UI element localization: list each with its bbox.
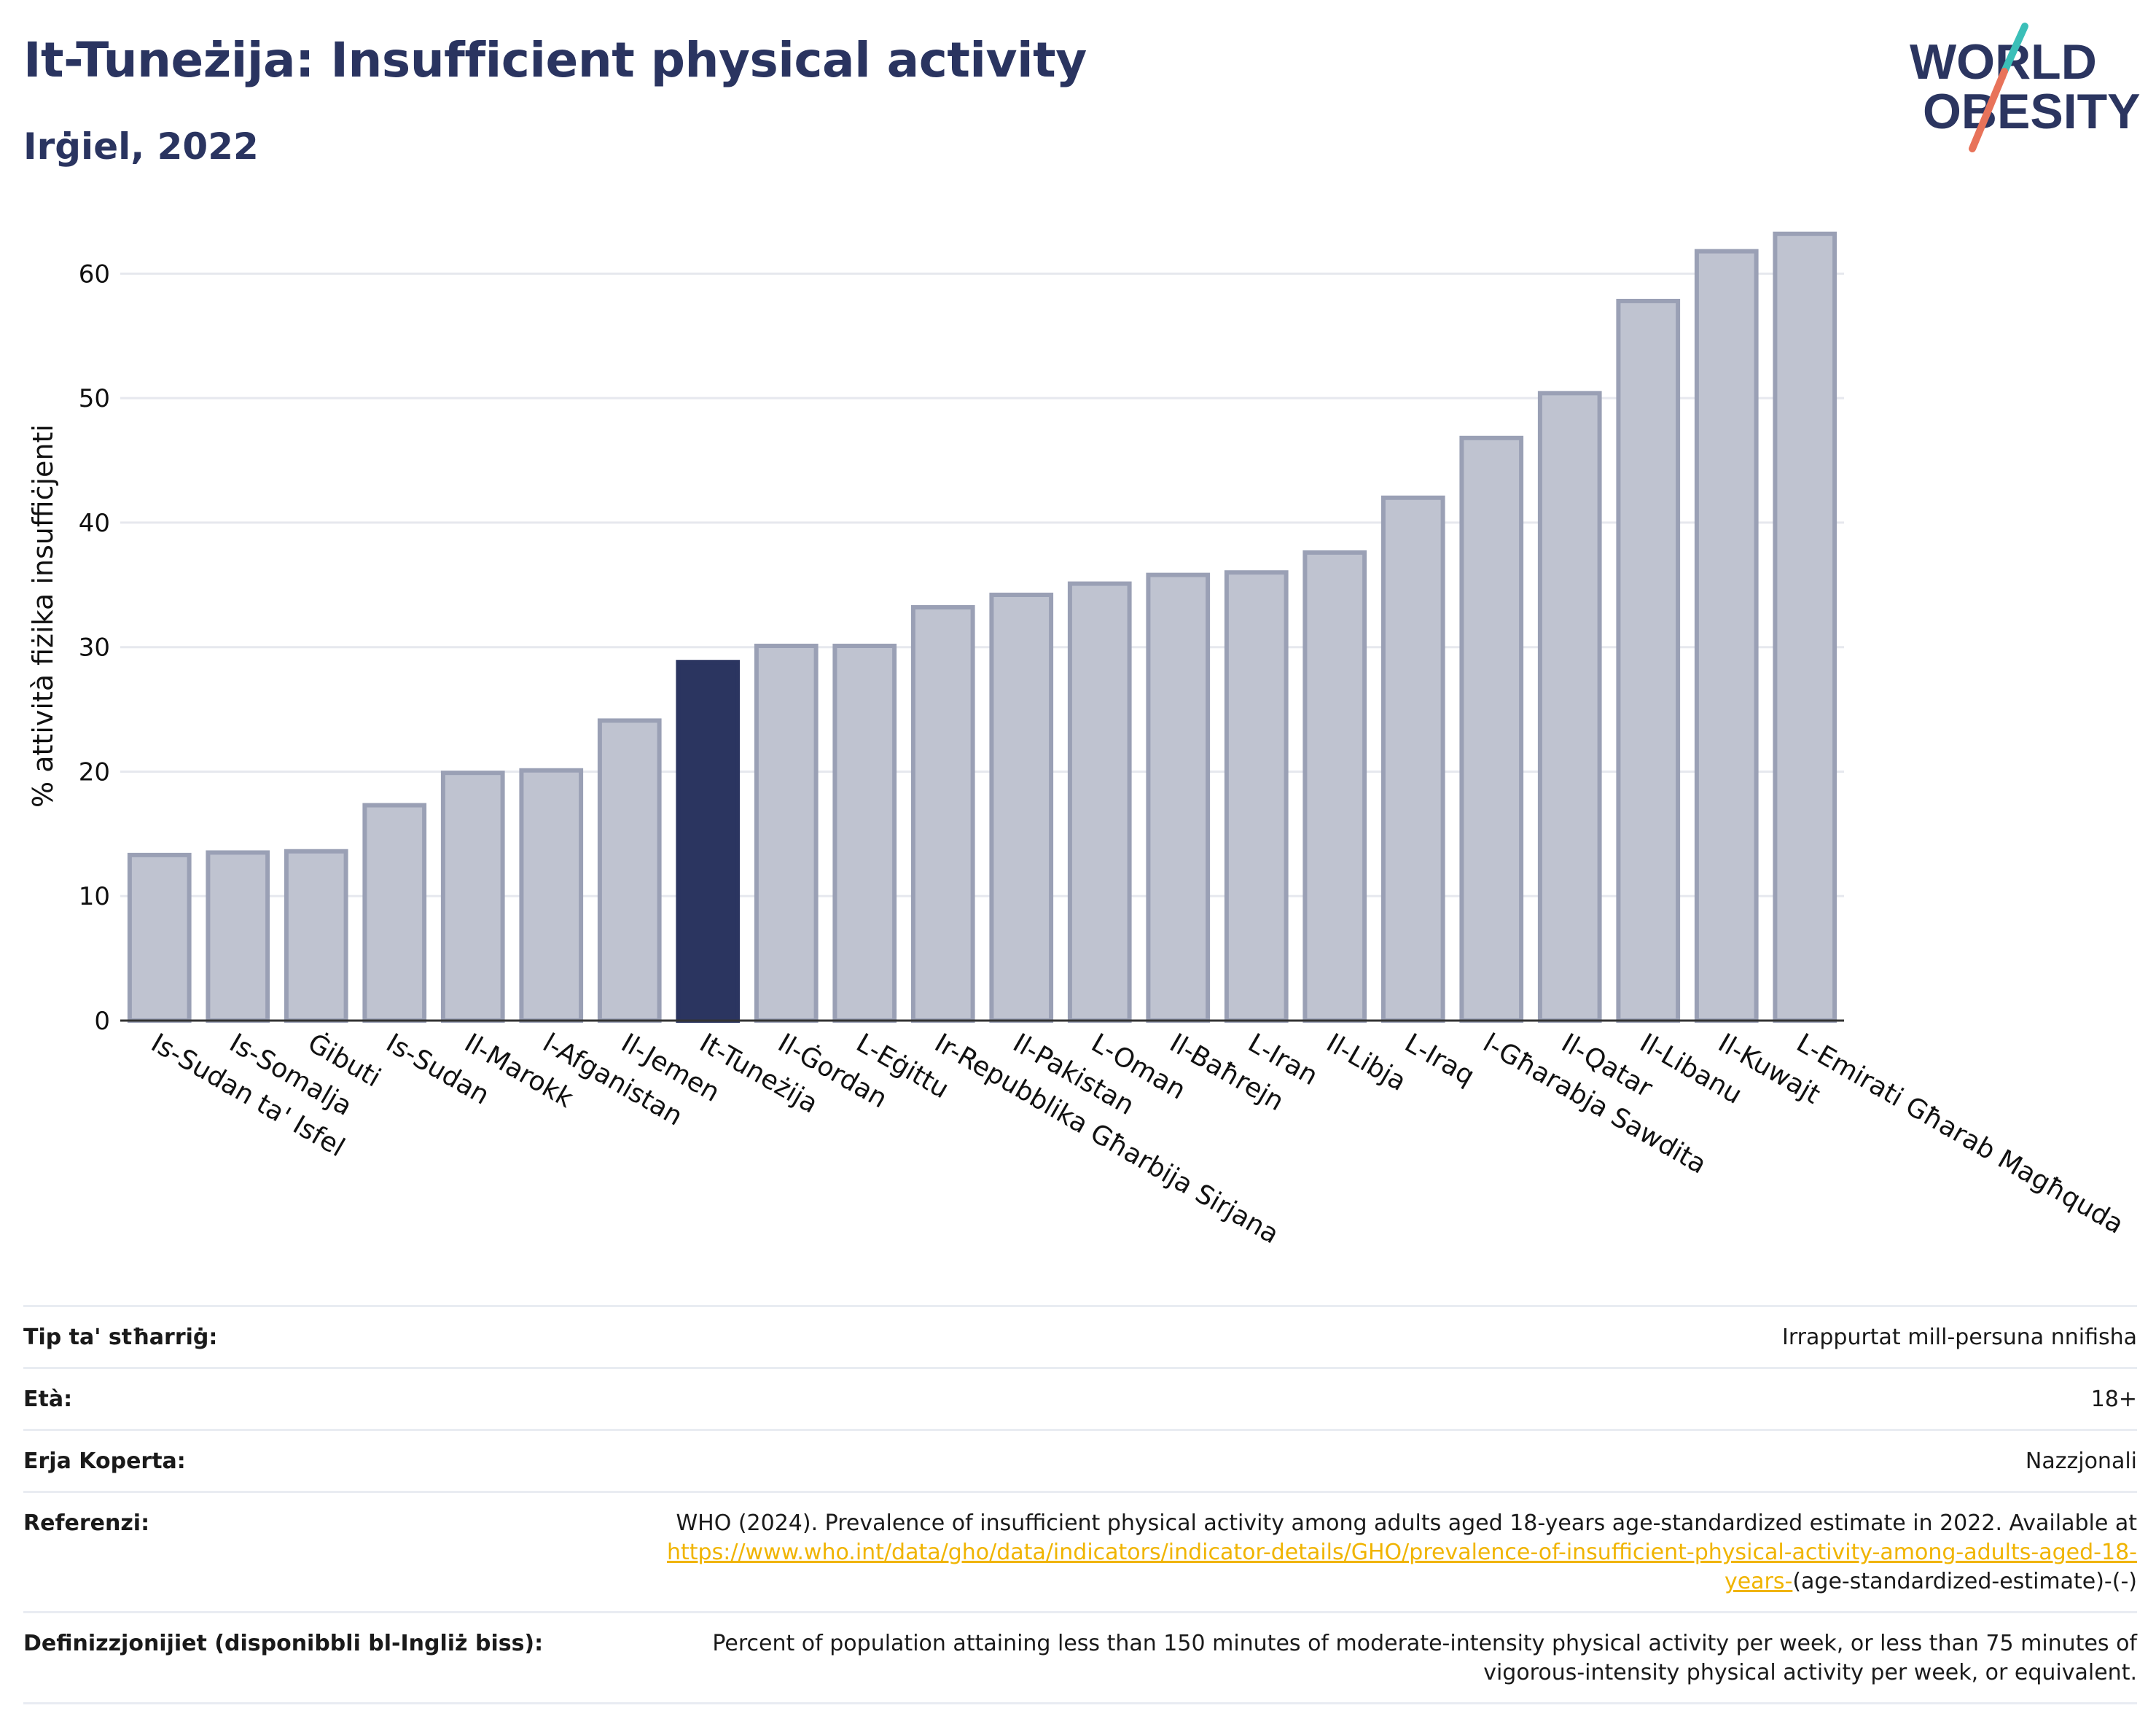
meta-value: Nazzjonali xyxy=(2026,1447,2137,1476)
meta-value-text: Nazzjonali xyxy=(2025,1449,2137,1474)
bar-chart: 0 10 20 30 40 50 60 Is-Sudan ta' IsfelIs-Somal… xyxy=(27,231,2128,1250)
y-tick-label: 0 xyxy=(94,1007,110,1036)
bar xyxy=(519,768,584,1024)
bar xyxy=(1380,495,1445,1023)
meta-label: Erja Koperta: xyxy=(23,1449,186,1474)
bar xyxy=(440,771,505,1023)
y-axis-label: % attività fiżika insuffiċjenti xyxy=(27,424,59,808)
meta-value: 18+ xyxy=(2091,1385,2137,1414)
meta-row: Età: 18+ xyxy=(23,1367,2137,1429)
meta-label: Età: xyxy=(23,1387,73,1412)
meta-value-text: Irrappurtat mill-persuna nnifisha xyxy=(1781,1325,2137,1350)
x-tick-label: L-Emirati Għarab Magħquda xyxy=(1792,1028,2128,1240)
y-tick-label: 30 xyxy=(79,633,110,663)
bar xyxy=(1067,581,1132,1023)
bar xyxy=(597,718,662,1023)
meta-value: WHO (2024). Prevalence of insufficient p… xyxy=(606,1509,2137,1596)
meta-value-suffix: (age-standardized-estimate)-(-) xyxy=(1792,1569,2137,1594)
x-axis-labels: Is-Sudan ta' IsfelIs-SomaljaĠibutiIs-Sud… xyxy=(146,1027,2128,1249)
y-tick-label: 40 xyxy=(79,509,110,538)
meta-label: Tip ta' stħarriġ: xyxy=(23,1325,218,1350)
metadata-table: Tip ta' stħarriġ: Irrappurtat mill-persun… xyxy=(23,1305,2137,1704)
bar xyxy=(676,660,741,1024)
meta-row: Erja Koperta: Nazzjonali xyxy=(23,1429,2137,1491)
meta-value-text: Percent of population attaining less tha… xyxy=(712,1631,2137,1685)
y-tick-label: 50 xyxy=(79,384,110,413)
bar xyxy=(1537,391,1602,1023)
x-tick-label: L-Iraq xyxy=(1399,1028,1479,1091)
bar xyxy=(754,643,819,1023)
chart-title: It-Tuneżija: Insufficient physical activ… xyxy=(23,32,1087,88)
bar xyxy=(910,605,975,1023)
bar xyxy=(989,592,1054,1023)
meta-row: Referenzi: WHO (2024). Prevalence of insu… xyxy=(23,1491,2137,1611)
meta-value-text: WHO (2024). Prevalence of insufficient p… xyxy=(676,1510,2137,1536)
bar xyxy=(206,850,270,1024)
bar xyxy=(127,852,192,1024)
bar xyxy=(1224,570,1289,1023)
bar xyxy=(1694,249,1759,1024)
world-obesity-logo: WORLD OBESITY xyxy=(1910,23,2141,152)
bar xyxy=(1773,231,1837,1024)
y-tick-label: 60 xyxy=(79,260,110,289)
meta-value: Percent of population attaining less tha… xyxy=(606,1629,2137,1688)
x-tick-label: Il-Libja xyxy=(1321,1028,1411,1097)
bars xyxy=(127,231,1837,1024)
bar xyxy=(284,849,348,1024)
bar xyxy=(1146,572,1211,1023)
bar xyxy=(1302,550,1367,1023)
y-axis-ticks: 0 10 20 30 40 50 60 xyxy=(79,260,110,1036)
chart-subtitle: Irġiel, 2022 xyxy=(23,125,259,168)
reference-link[interactable]: https://www.who.int/data/gho/data/indica… xyxy=(667,1540,2137,1594)
y-tick-label: 20 xyxy=(79,757,110,787)
y-tick-label: 10 xyxy=(79,882,110,911)
logo-slash-coral xyxy=(1969,68,2008,152)
meta-value-text: 18+ xyxy=(2090,1387,2137,1412)
meta-row: Definizzjonijiet (disponibbli bl-Ingliż … xyxy=(23,1611,2137,1704)
logo-line2: OBESITY xyxy=(1923,84,2141,139)
meta-row: Tip ta' stħarriġ: Irrappurtat mill-persun… xyxy=(23,1305,2137,1367)
logo-slash-teal xyxy=(2001,23,2028,75)
bar xyxy=(362,803,427,1023)
meta-value: Irrappurtat mill-persuna nnifisha xyxy=(1782,1323,2137,1352)
bar xyxy=(1616,298,1681,1023)
bar xyxy=(1459,435,1524,1023)
meta-label: Referenzi: xyxy=(23,1510,150,1536)
bar xyxy=(832,643,897,1023)
meta-label: Definizzjonijiet (disponibbli bl-Ingliż … xyxy=(23,1631,544,1656)
